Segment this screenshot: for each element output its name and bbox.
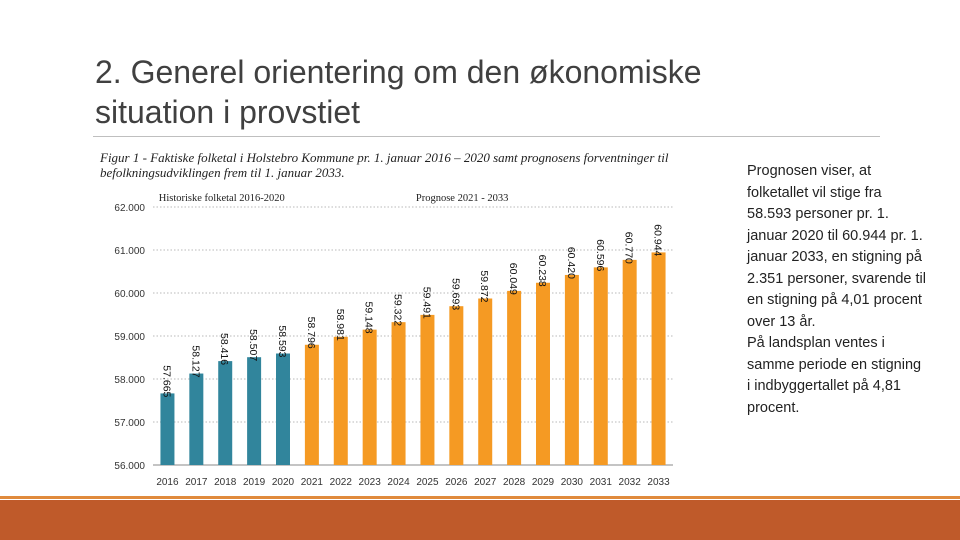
data-label-2029: 60.238 [536, 255, 548, 287]
bar-2031 [593, 267, 608, 465]
x-tick-label: 2025 [416, 477, 439, 488]
bar-2017 [189, 373, 204, 465]
bar-2018 [218, 361, 233, 465]
y-tick-label: 61.000 [114, 246, 145, 257]
bar-2030 [564, 274, 579, 465]
data-label-2017: 58.127 [189, 345, 201, 377]
data-label-2019: 58.507 [247, 329, 259, 361]
data-label-2033: 60.944 [652, 224, 664, 256]
slide-title: 2. Generel orientering om den økonomiske… [95, 54, 702, 130]
y-tick-label: 58.000 [114, 375, 145, 386]
data-label-2023: 59.148 [363, 302, 375, 334]
population-bar-chart: 56.000 57.000 58.000 59.000 60.000 61.000 62.0… [114, 193, 673, 488]
bar-2021 [304, 344, 319, 465]
bar-2024 [391, 322, 406, 465]
x-tick-label: 2019 [243, 477, 266, 488]
x-tick-label: 2021 [301, 477, 324, 488]
summary-paragraph-national: På landsplan ventes i samme periode en s… [747, 335, 922, 416]
data-label-2028: 60.049 [507, 263, 519, 295]
y-tick-label: 59.000 [114, 332, 145, 343]
bar-2019 [247, 357, 262, 465]
x-tick-label: 2028 [503, 477, 526, 488]
data-label-2030: 60.420 [565, 247, 577, 279]
data-label-2032: 60.770 [623, 232, 635, 264]
y-tick-label: 60.000 [114, 289, 145, 300]
data-label-2031: 60.596 [594, 239, 606, 271]
x-tick-label: 2023 [359, 477, 382, 488]
bar-2016 [160, 393, 175, 465]
x-tick-label: 2018 [214, 477, 237, 488]
bar-2020 [276, 353, 290, 465]
data-label-2021: 58.796 [305, 317, 317, 349]
bar-2027 [478, 298, 493, 465]
legend-forecast: Prognose 2021 - 2033 [416, 193, 508, 204]
x-tick-label: 2033 [647, 477, 670, 488]
y-tick-label: 57.000 [114, 418, 145, 429]
data-label-2016: 57.665 [160, 365, 172, 397]
data-label-2018: 58.416 [218, 333, 230, 365]
footer-accent-line [0, 496, 960, 499]
bar-2023 [362, 329, 377, 465]
title-divider [93, 136, 880, 137]
figure-caption: Figur 1 - Faktiske folketal i Holstebro … [100, 150, 669, 180]
x-tick-label: 2017 [185, 477, 208, 488]
x-tick-label: 2024 [387, 477, 410, 488]
x-tick-label: 2016 [156, 477, 179, 488]
data-label-2022: 58.981 [334, 309, 346, 341]
summary-text: Prognosen viser, at folketallet vil stig… [747, 161, 927, 419]
legend-historic: Historiske folketal 2016-2020 [159, 193, 285, 204]
x-tick-label: 2032 [619, 477, 642, 488]
data-label-2027: 59.872 [478, 270, 490, 302]
bar-2022 [333, 336, 348, 465]
x-tick-label: 2026 [445, 477, 468, 488]
x-tick-label: 2020 [272, 477, 295, 488]
x-tick-label: 2022 [330, 477, 353, 488]
bar-2029 [536, 282, 550, 465]
y-tick-label: 56.000 [114, 461, 145, 472]
x-tick-label: 2027 [474, 477, 497, 488]
data-label-2020: 58.593 [276, 325, 288, 357]
data-label-2024: 59.322 [392, 294, 404, 326]
x-tick-label: 2030 [561, 477, 584, 488]
bar-2032 [622, 259, 637, 465]
bar-2028 [507, 290, 522, 465]
data-label-2025: 59.491 [420, 287, 432, 319]
bar-2025 [420, 314, 435, 465]
x-tick-label: 2031 [590, 477, 613, 488]
footer-bar [0, 500, 960, 540]
x-tick-label: 2029 [532, 477, 555, 488]
summary-paragraph-forecast: Prognosen viser, at folketallet vil stig… [747, 163, 926, 330]
bar-2033 [651, 252, 666, 465]
y-tick-label: 62.000 [114, 203, 145, 214]
bar-2026 [449, 306, 464, 465]
data-label-2026: 59.693 [449, 278, 461, 310]
